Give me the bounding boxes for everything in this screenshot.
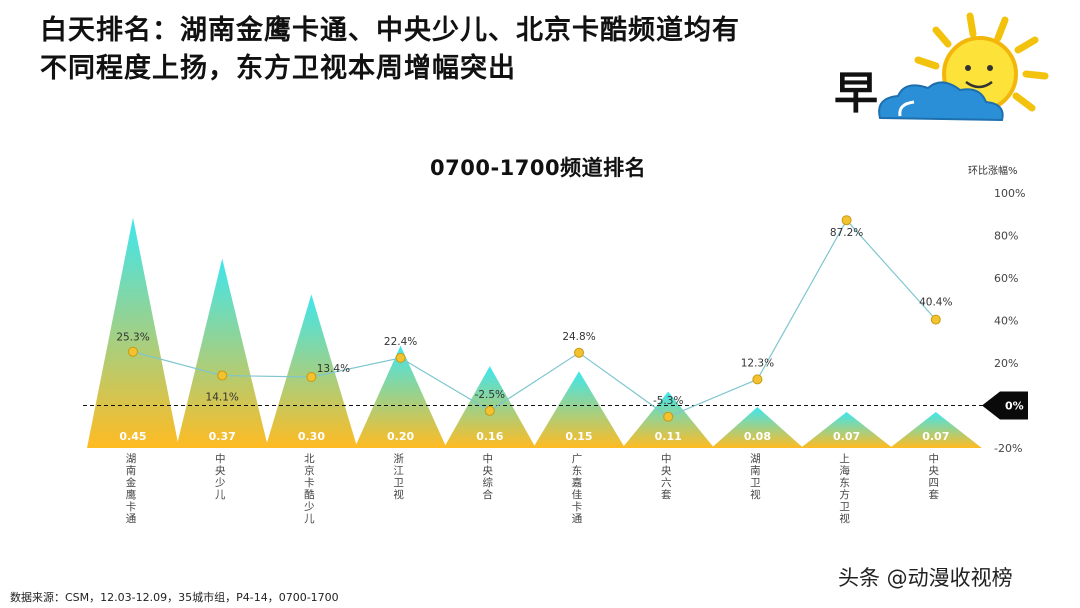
growth-value-label: 87.2% bbox=[830, 227, 863, 239]
y2-axis-label: 环比涨幅% bbox=[968, 166, 1018, 177]
bar-value-label: 0.45 bbox=[119, 430, 146, 443]
category-tick-label: 中央四套 bbox=[929, 452, 940, 501]
category-tick-label: 浙江卫视 bbox=[393, 453, 404, 501]
zero-pointer bbox=[982, 391, 1028, 420]
y2-tick-label: -20% bbox=[994, 442, 1022, 455]
badge-char: 早 bbox=[834, 68, 878, 119]
growth-point bbox=[574, 347, 584, 358]
bar-value-label: 0.07 bbox=[922, 430, 949, 443]
headline-line-2: 不同程度上扬，东方卫视本周增幅突出 bbox=[40, 53, 516, 84]
bar-triangle bbox=[176, 258, 269, 448]
bar-triangle bbox=[889, 412, 982, 448]
growth-value-label: 13.4% bbox=[317, 363, 350, 375]
category-tick-label: 北京卡酷少儿 bbox=[304, 453, 315, 525]
bar-triangle bbox=[265, 294, 358, 448]
bar-triangle bbox=[87, 217, 179, 448]
growth-point bbox=[217, 370, 228, 381]
growth-point bbox=[128, 346, 138, 357]
growth-point bbox=[752, 374, 763, 385]
category-tick-label: 中央少儿 bbox=[215, 452, 226, 501]
y2-tick-label: 80% bbox=[994, 230, 1018, 243]
category-tick-label: 中央六套 bbox=[661, 452, 672, 501]
category-tick-label: 中央综合 bbox=[483, 452, 494, 501]
headline-line-1: 白天排名：湖南金鹰卡通、中央少儿、北京卡酷频道均有 bbox=[40, 15, 740, 46]
growth-series-line bbox=[132, 219, 937, 418]
growth-point bbox=[395, 352, 406, 363]
bar-triangle bbox=[711, 407, 804, 448]
bar-value-label: 0.11 bbox=[655, 430, 682, 443]
growth-point bbox=[484, 405, 495, 416]
growth-value-label: 25.3% bbox=[116, 332, 149, 344]
headline: 白天排名：湖南金鹰卡通、中央少儿、北京卡酷频道均有 不同程度上扬，东方卫视本周增… bbox=[40, 12, 860, 88]
growth-value-label: 12.3% bbox=[741, 357, 774, 369]
bar-value-label: 0.16 bbox=[476, 430, 503, 443]
watermark: 头条 @动漫收视榜 bbox=[838, 566, 1013, 590]
chart-title: 0700-1700频道排名 bbox=[430, 156, 647, 180]
sun-cloud-icon: 早 bbox=[834, 12, 1049, 122]
growth-point bbox=[663, 411, 674, 422]
growth-value-label: -5.3% bbox=[653, 395, 683, 407]
growth-value-label: 24.8% bbox=[562, 331, 595, 343]
category-tick-label: 上海东方卫视 bbox=[839, 453, 850, 525]
category-tick-label: 湖南卫视 bbox=[750, 453, 761, 501]
y2-tick-label: 40% bbox=[994, 315, 1018, 328]
bar-triangle bbox=[800, 412, 893, 448]
category-tick-label: 湖南金鹰卡通 bbox=[126, 453, 137, 525]
bar-value-label: 0.15 bbox=[565, 430, 592, 443]
bar-value-label: 0.37 bbox=[209, 430, 236, 443]
growth-value-label: 14.1% bbox=[206, 392, 239, 404]
category-tick-label: 广东嘉佳卡通 bbox=[572, 453, 583, 525]
bar-triangle bbox=[354, 345, 447, 448]
bar-value-label: 0.08 bbox=[744, 430, 771, 443]
growth-value-label: 40.4% bbox=[919, 297, 952, 309]
bar-triangle bbox=[533, 371, 625, 448]
data-source-note: 数据来源：CSM，12.03-12.09，35城市组，P4-14，0700-17… bbox=[10, 591, 339, 604]
y2-tick-label: 100% bbox=[994, 187, 1025, 200]
y2-tick-label: 60% bbox=[994, 272, 1018, 285]
growth-value-label: 22.4% bbox=[384, 336, 417, 348]
growth-point bbox=[841, 215, 852, 226]
bar-value-label: 0.07 bbox=[833, 430, 860, 443]
zero-pointer-label: 0% bbox=[1005, 400, 1024, 413]
bar-value-label: 0.30 bbox=[298, 430, 325, 443]
y2-tick-label: 20% bbox=[994, 357, 1018, 370]
growth-point bbox=[306, 372, 317, 383]
growth-value-label: -2.5% bbox=[475, 389, 505, 401]
bar-value-label: 0.20 bbox=[387, 430, 414, 443]
growth-point bbox=[930, 314, 941, 325]
